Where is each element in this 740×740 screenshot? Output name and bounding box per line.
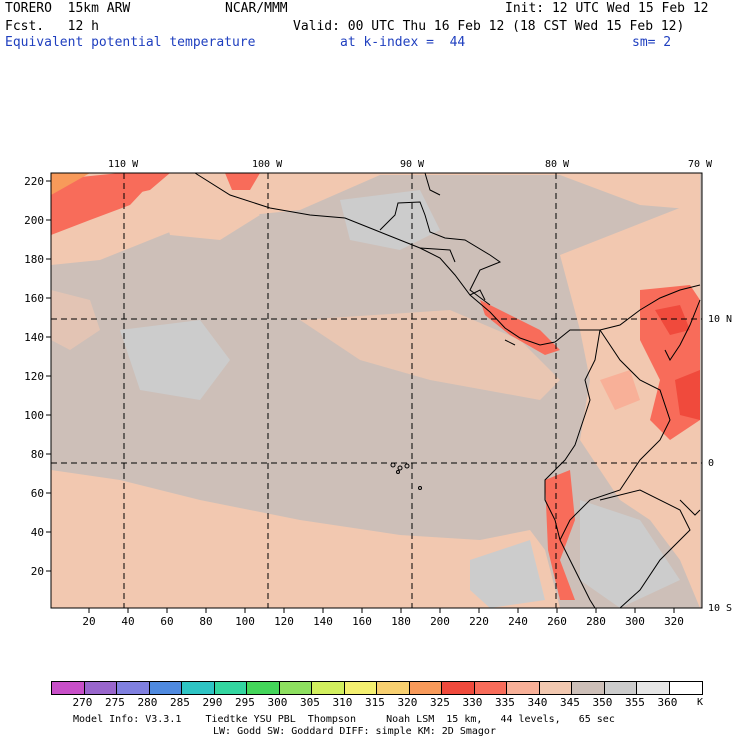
field-warm <box>51 173 700 600</box>
map-frame <box>50 172 703 609</box>
legend-unit: K <box>697 697 704 708</box>
legend-swatch <box>636 681 670 695</box>
legend-value: 280 <box>137 696 158 709</box>
bottom-tick-label: 320 <box>664 615 684 628</box>
legend-value: 340 <box>527 696 548 709</box>
model-name: TORERO 15km ARW <box>5 1 131 16</box>
left-tick-label: 120 <box>24 370 44 383</box>
legend-swatch <box>538 681 572 695</box>
legend-swatch <box>408 681 442 695</box>
bottom-tick-label: 140 <box>313 615 333 628</box>
axis-tick-labels: 220 200 180 160 140 120 100 80 60 40 20 20 40 60 80 100… <box>24 175 684 628</box>
legend-swatch <box>116 681 150 695</box>
field-light <box>120 190 680 608</box>
legend-swatch <box>83 681 117 695</box>
left-tick-label: 20 <box>31 565 44 578</box>
left-tick-label: 100 <box>24 409 44 422</box>
legend-value: 285 <box>170 696 190 709</box>
legend-swatch <box>441 681 475 695</box>
legend-swatch <box>571 681 605 695</box>
model-info-line1: Model Info: V3.3.1 Tiedtke YSU PBL Thomp… <box>73 714 615 725</box>
bottom-tick-label: 80 <box>199 615 212 628</box>
bottom-tick-label: 160 <box>352 615 372 628</box>
legend-value: 320 <box>397 696 418 709</box>
forecast-hour: Fcst. 12 h <box>5 19 99 34</box>
bottom-tick-label: 100 <box>235 615 255 628</box>
legend-value: 315 <box>365 696 385 709</box>
legend-swatch <box>278 681 312 695</box>
left-tick-label: 60 <box>31 487 44 500</box>
bottom-tick-label: 40 <box>121 615 134 628</box>
legend-swatch <box>603 681 637 695</box>
legend-value: 295 <box>235 696 255 709</box>
legend-value: 305 <box>300 696 320 709</box>
bottom-tick-label: 300 <box>625 615 645 628</box>
legend-value: 310 <box>332 696 353 709</box>
lon-label-100w: 100 W <box>252 159 283 170</box>
legend-swatch <box>181 681 215 695</box>
legend-value: 290 <box>202 696 223 709</box>
left-tick-label: 160 <box>24 292 44 305</box>
init-time: Init: 12 UTC Wed 15 Feb 12 <box>505 1 709 16</box>
legend-swatch <box>148 681 182 695</box>
bottom-tick-label: 240 <box>508 615 528 628</box>
bottom-tick-label: 120 <box>274 615 294 628</box>
lon-label-110w: 110 W <box>108 159 139 170</box>
legend-value: 355 <box>625 696 645 709</box>
bottom-tick-label: 200 <box>430 615 450 628</box>
bottom-tick-label: 260 <box>547 615 567 628</box>
legend-value: 330 <box>462 696 483 709</box>
legend-value: 335 <box>495 696 515 709</box>
lat-label-10s: 10 S <box>708 603 733 614</box>
legend-value: 360 <box>657 696 678 709</box>
left-tick-label: 180 <box>24 253 44 266</box>
model-info-line2: LW: Godd SW: Goddard DIFF: simple KM: 2D… <box>213 726 496 737</box>
left-tick-label: 220 <box>24 175 44 188</box>
lon-label-80w: 80 W <box>545 159 570 170</box>
legend-swatch <box>246 681 280 695</box>
bottom-tick-label: 220 <box>469 615 489 628</box>
legend-value: 300 <box>267 696 288 709</box>
field-name: Equivalent potential temperature <box>5 35 256 50</box>
left-tick-label: 40 <box>31 526 44 539</box>
coastlines <box>194 172 701 609</box>
bottom-tick-label: 280 <box>586 615 606 628</box>
legend-swatch <box>51 681 85 695</box>
axis-ticks <box>46 180 675 613</box>
legend-value: 275 <box>105 696 125 709</box>
legend-swatch <box>473 681 507 695</box>
legend-swatch <box>668 681 703 695</box>
legend-value: 270 <box>72 696 93 709</box>
legend-swatch <box>343 681 377 695</box>
left-tick-label: 80 <box>31 448 44 461</box>
level-label: at k-index = 44 <box>340 35 466 50</box>
valid-time: Valid: 00 UTC Thu 16 Feb 12 (18 CST Wed … <box>293 19 685 34</box>
legend-swatch <box>376 681 410 695</box>
legend-value: 350 <box>592 696 613 709</box>
lat-label-10n: 10 N <box>708 314 733 325</box>
lat-label-0: 0 <box>708 458 715 469</box>
legend-value: 325 <box>430 696 450 709</box>
center-name: NCAR/MMM <box>225 1 288 16</box>
bottom-tick-label: 60 <box>160 615 173 628</box>
legend-swatch <box>213 681 247 695</box>
bottom-tick-label: 180 <box>391 615 411 628</box>
left-tick-label: 200 <box>24 214 44 227</box>
lon-label-90w: 90 W <box>400 159 425 170</box>
left-tick-label: 140 <box>24 331 44 344</box>
legend-swatch <box>506 681 540 695</box>
gridlines <box>51 173 702 608</box>
smooth-label: sm= 2 <box>632 35 672 50</box>
bottom-tick-label: 20 <box>82 615 95 628</box>
lon-label-70w: 70 W <box>688 159 713 170</box>
legend-swatch <box>311 681 345 695</box>
legend-value: 345 <box>560 696 580 709</box>
